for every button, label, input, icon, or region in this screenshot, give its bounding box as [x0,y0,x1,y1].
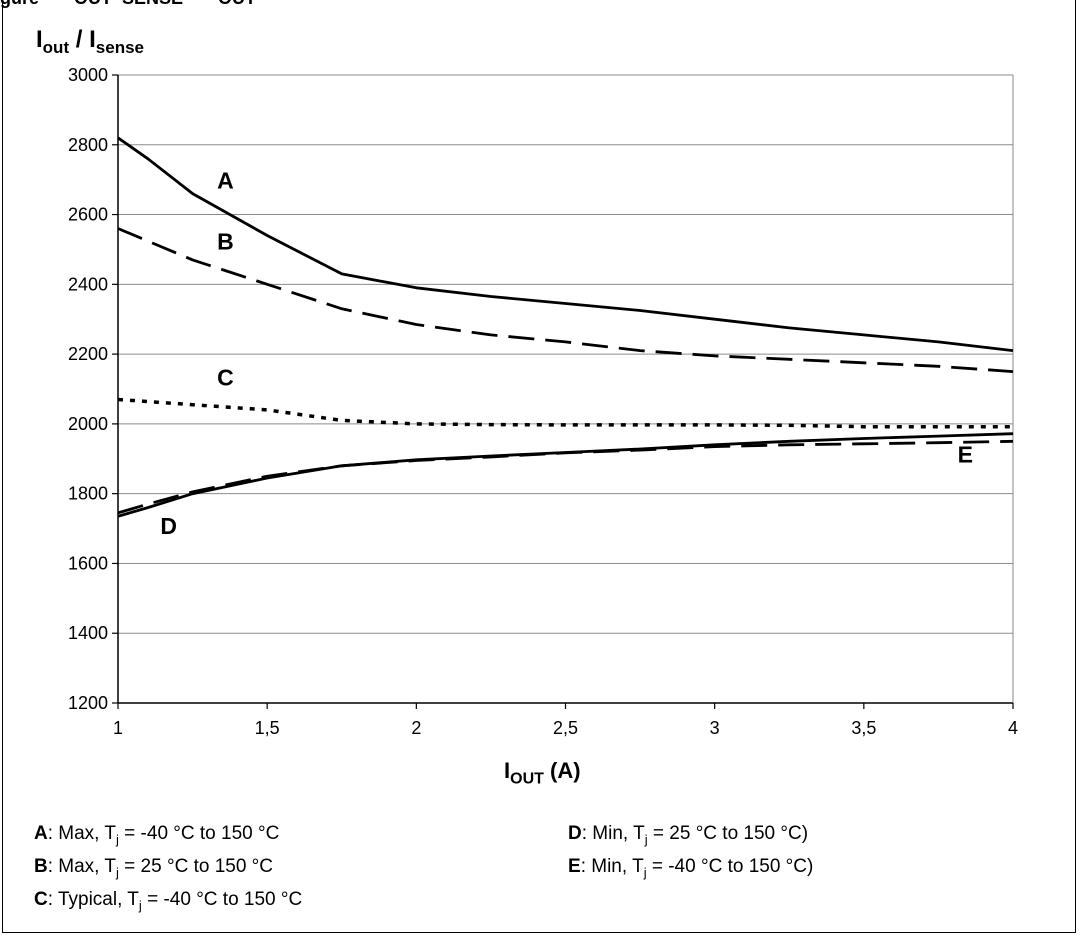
x-tick-label: 3,5 [851,718,876,738]
legend-item-a: A: Max, Tj = -40 °C to 150 °C [34,823,280,847]
series-line-b [117,227,1014,373]
clipped-figure-caption: gure OUT SENSE OUT [0,0,256,9]
tick-labels: 1200 1400 1600 1800 2000 2200 2400 2600 2800 3000… [68,65,1018,738]
y-tick-label: 1200 [68,693,108,713]
series-line-a [117,136,1014,352]
axes [112,74,1014,709]
legend-item-d: D: Min, Tj = 25 °C to 150 °C) [568,823,809,847]
x-tick-label: 2,5 [553,718,578,738]
y-tick-label: 2000 [68,414,108,434]
x-tick-label: 1 [113,718,123,738]
series-line-c [117,397,1013,429]
curve-label-e: E [958,441,973,467]
x-axis-label: IOUT (A) [504,758,581,788]
series-line-d [117,432,1014,518]
x-tick-label: 4 [1008,718,1018,738]
legend-item-e: E: Min, Tj = -40 °C to 150 °C) [568,856,814,880]
curve-label-d: D [160,513,177,539]
y-tick-label: 1400 [68,623,108,643]
legend-item-c: C: Typical, Tj = -40 °C to 150 °C [34,889,303,913]
y-axis-label: Iout / Isense [36,26,144,57]
curve-label-b: B [217,228,234,254]
y-tick-label: 2400 [68,274,108,294]
legend-item-b: B: Max, Tj = 25 °C to 150 °C [34,856,273,880]
y-tick-label: 1800 [68,484,108,504]
y-tick-label: 2200 [68,344,108,364]
x-tick-label: 3 [710,718,720,738]
grid-lines [118,74,1013,634]
x-tick-label: 1,5 [255,718,280,738]
y-tick-label: 2600 [68,205,108,225]
curve-label-c: C [217,365,234,391]
y-tick-label: 3000 [68,65,108,85]
series-lines [117,136,1014,518]
y-tick-label: 2800 [68,135,108,155]
curve-label-a: A [217,167,234,193]
x-tick-label: 2 [411,718,421,738]
curve-labels: A B C D E [160,167,973,538]
y-tick-label: 1600 [68,553,108,573]
series-line-e [117,439,1014,515]
